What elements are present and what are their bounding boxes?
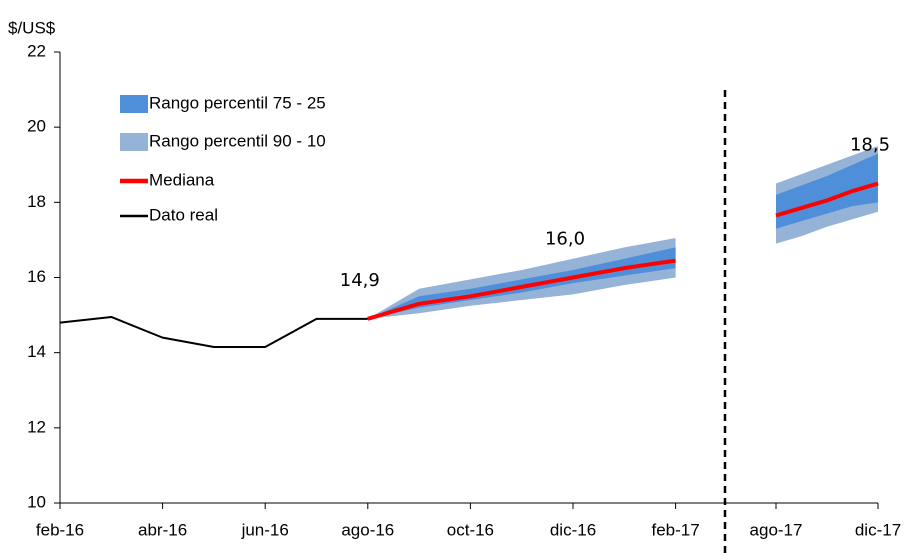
legend-label: Rango percentil 75 - 25 xyxy=(149,93,326,112)
y-tick-label: 22 xyxy=(27,41,46,60)
y-tick-label: 14 xyxy=(27,342,46,361)
legend-label: Rango percentil 90 - 10 xyxy=(149,131,326,150)
y-axis-label: $/US$ xyxy=(8,18,56,37)
y-tick-label: 12 xyxy=(27,417,46,436)
x-tick-label: feb-17 xyxy=(651,520,699,539)
value-label: 16,0 xyxy=(545,229,585,250)
x-tick-label: dic-17 xyxy=(855,520,901,539)
x-tick-label: abr-16 xyxy=(138,520,187,539)
x-tick-label: dic-16 xyxy=(550,520,596,539)
x-tick-label: ago-16 xyxy=(341,520,394,539)
legend-swatch xyxy=(120,95,148,113)
y-tick-label: 18 xyxy=(27,192,46,211)
x-tick-label: feb-16 xyxy=(36,520,84,539)
value-label: 18,5 xyxy=(850,135,890,156)
legend-swatch xyxy=(120,133,148,151)
y-tick-label: 16 xyxy=(27,267,46,286)
line xyxy=(59,315,368,349)
x-tick-label: oct-16 xyxy=(447,520,494,539)
line xyxy=(367,258,676,321)
legend-label: Dato real xyxy=(149,205,218,224)
line xyxy=(775,181,879,218)
x-tick-label: jun-16 xyxy=(241,520,289,539)
y-tick-label: 10 xyxy=(27,492,46,511)
legend-label: Mediana xyxy=(149,170,215,189)
value-label: 14,9 xyxy=(340,270,380,291)
x-tick-label: ago-17 xyxy=(750,520,803,539)
y-tick-label: 20 xyxy=(27,117,46,136)
